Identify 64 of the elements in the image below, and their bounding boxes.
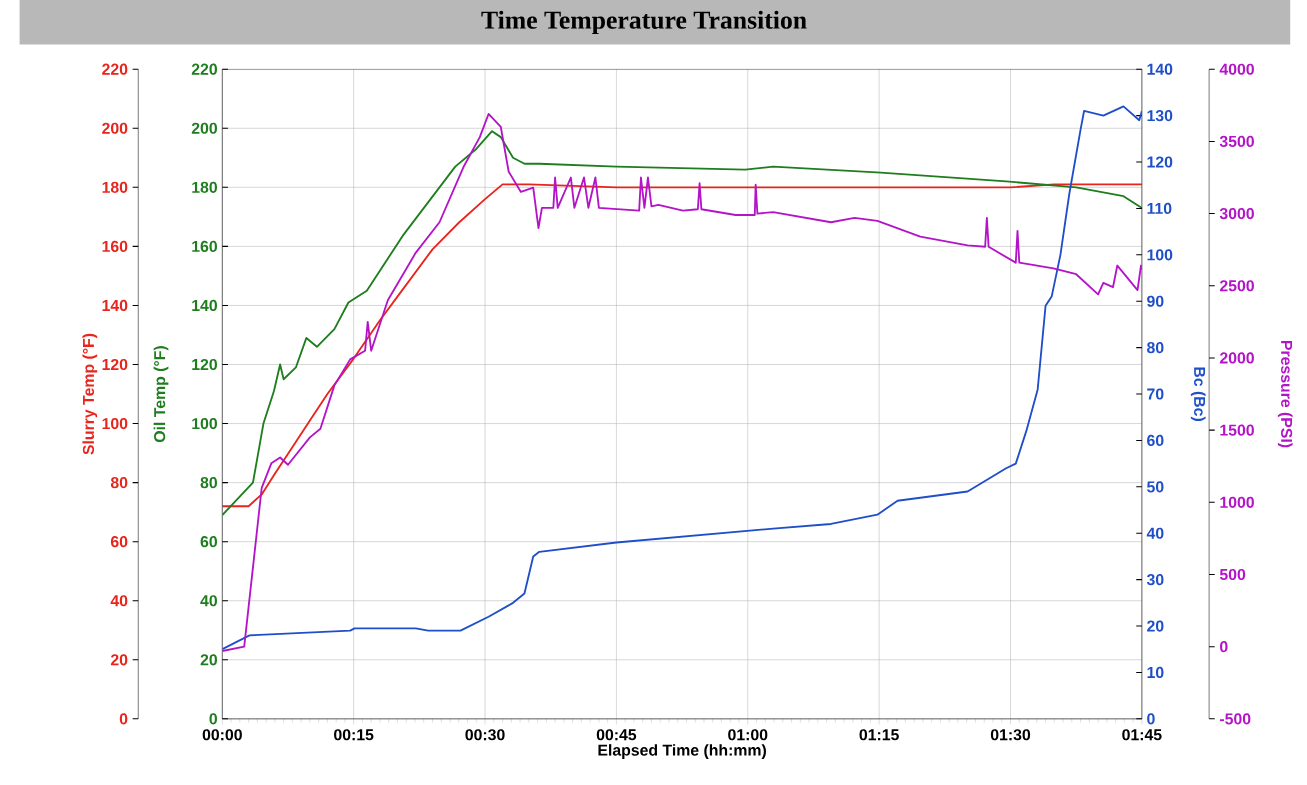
y-tick-label: 20 (110, 654, 128, 666)
y2-tick-label: 80 (1147, 341, 1164, 354)
text: 160 (192, 240, 217, 252)
y2-tick-label: 100 (1147, 249, 1173, 261)
y2-tick-label: 30 (1146, 573, 1164, 586)
y-tick-label: 220 (102, 63, 128, 75)
x-tick-label: 01:30 (990, 729, 1031, 741)
line-series (222, 130, 1142, 516)
y-tick-label: 60 (110, 536, 128, 548)
text: 140 (192, 299, 217, 311)
text: 20 (200, 654, 217, 666)
y-axis-title: Slurry Temp (°F) (82, 333, 98, 455)
y2-tick-label: 70 (1147, 388, 1164, 400)
x-tick-label: 01:00 (728, 729, 768, 741)
y-tick-label: 160 (102, 240, 128, 252)
y-tick-label: 80 (110, 476, 128, 489)
y-tick-label: 140 (102, 299, 128, 311)
y3-tick-label: 1500 (1220, 424, 1254, 436)
text: 100 (192, 417, 217, 430)
y2-tick-label: 40 (1146, 527, 1164, 539)
y3-tick-label: 3500 (1219, 135, 1254, 147)
y-tick-label: 100 (102, 417, 128, 430)
y-tick-label: 120 (102, 358, 128, 371)
text: 80 (200, 476, 217, 489)
y2-tick-label: 130 (1147, 109, 1173, 122)
y3-axis-title: Pressure (PSI) (1277, 340, 1293, 448)
x-axis-title: Elapsed Time (hh:mm) (598, 744, 766, 759)
x-tick-label: 00:15 (334, 729, 374, 741)
chart-title: Time Temperature Transition (481, 10, 807, 35)
y2-axis-title: Bc (Bc) (1190, 367, 1206, 421)
y2-tick-label: 120 (1147, 156, 1173, 168)
y2-tick-label: 140 (1147, 63, 1173, 75)
text: 0 (209, 713, 217, 725)
y-tick-label: 200 (102, 122, 128, 134)
text: 120 (192, 358, 217, 371)
x-tick-label: 00:30 (465, 729, 505, 741)
y2-tick-label: 110 (1147, 202, 1172, 214)
y-tick-label: 180 (102, 181, 128, 193)
text: 220 (191, 63, 217, 75)
y3-tick-label: 3000 (1219, 207, 1254, 220)
y3-tick-label: 1000 (1220, 496, 1254, 508)
text: 180 (192, 181, 217, 193)
y2-tick-label: 20 (1147, 620, 1164, 632)
y2-tick-label: 50 (1147, 481, 1164, 493)
y-tick-label: 0 (119, 713, 128, 725)
y3-tick-label: 4000 (1219, 63, 1254, 75)
x-tick-label: 00:00 (202, 729, 242, 741)
y3-tick-label: 2500 (1219, 280, 1254, 292)
text: 200 (191, 122, 217, 134)
text: 60 (200, 536, 217, 548)
text: Oil Temp (°F) (153, 346, 169, 443)
y2-tick-label: 60 (1147, 434, 1164, 446)
x-tick-label: 01:45 (1122, 729, 1162, 741)
y2-tick-label: 0 (1147, 713, 1155, 725)
y3-tick-label: 0 (1220, 641, 1228, 653)
y3-tick-label: 2000 (1219, 352, 1254, 364)
y3-tick-label: 500 (1219, 568, 1246, 581)
y2-tick-label: 90 (1147, 295, 1164, 307)
y3-tick-label: -500 (1220, 713, 1251, 725)
y-tick-label: 40 (110, 595, 128, 607)
y2-tick-label: 10 (1147, 666, 1164, 678)
x-tick-label: 01:15 (859, 729, 899, 741)
text: 40 (200, 595, 217, 607)
x-tick-label: 00:45 (596, 729, 637, 741)
